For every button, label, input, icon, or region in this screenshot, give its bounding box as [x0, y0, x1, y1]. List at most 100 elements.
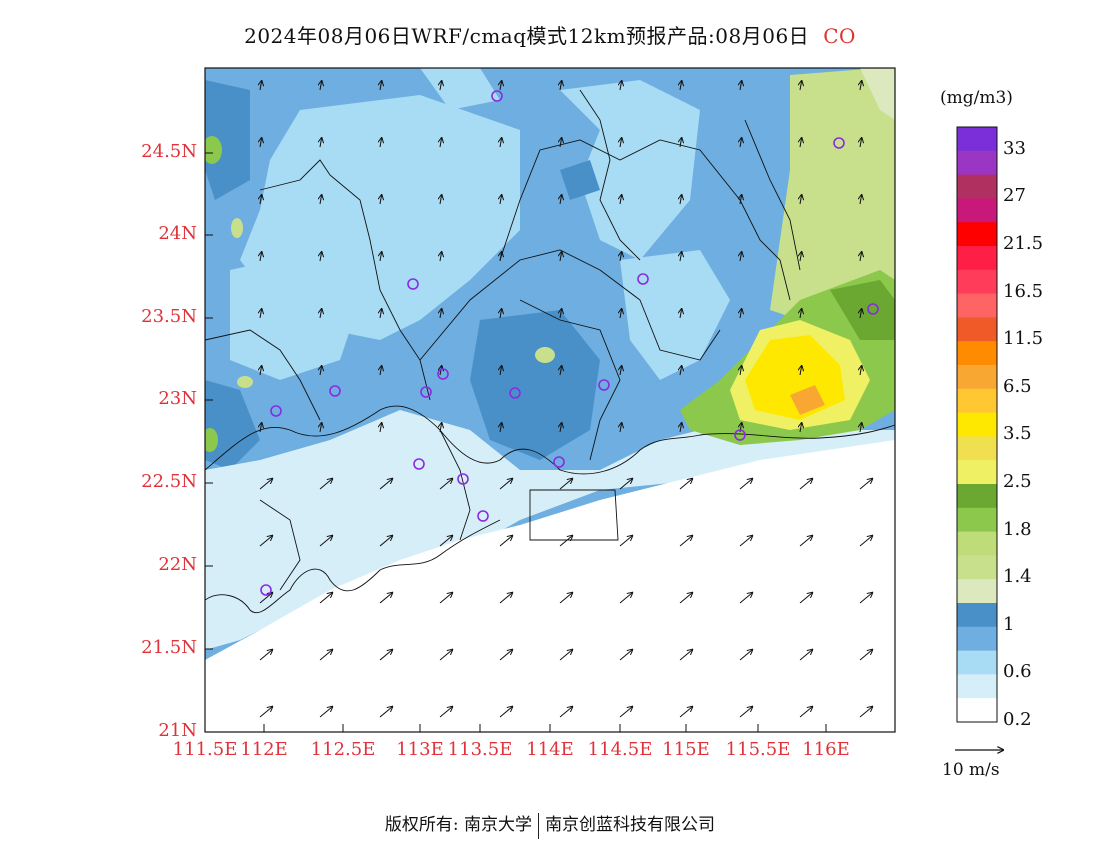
wind-arrow: [859, 650, 872, 661]
colorbar-swatch: [957, 698, 997, 723]
wind-arrow: [559, 650, 572, 661]
wind-arrow: [319, 650, 332, 661]
wind-arrow: [799, 479, 812, 490]
wind-arrow: [440, 366, 442, 376]
colorbar-swatch: [957, 626, 997, 652]
wind-arrow: [440, 81, 442, 91]
wind-arrow: [619, 707, 632, 718]
colorbar-tick-label: 16.5: [1003, 280, 1044, 302]
wind-arrow: [860, 366, 862, 376]
wind-arrow: [439, 479, 452, 490]
colorbar-swatch: [957, 127, 997, 152]
wind-arrow: [500, 138, 502, 148]
wind-vectors: [259, 81, 872, 718]
admin-boundaries: [205, 89, 895, 613]
wind-arrow: [380, 423, 382, 433]
wind-arrow: [739, 536, 752, 547]
wind-arrow: [260, 252, 262, 262]
colorbar-tick-label: 2.5: [1003, 471, 1032, 492]
wind-arrow: [260, 366, 262, 376]
x-tick-label: 113E: [396, 739, 444, 760]
reference-vector-label: 10 m/s: [942, 760, 1000, 780]
wind-arrow: [259, 536, 272, 547]
wind-arrow: [620, 195, 622, 205]
colorbar-tick-label: 1: [1003, 613, 1015, 635]
colorbar-swatch: [957, 388, 997, 414]
station-marker: [509, 387, 521, 399]
wind-arrow: [439, 536, 452, 547]
wind-arrow: [679, 593, 692, 604]
wind-arrow: [320, 138, 322, 148]
colorbar-tick-label: 3.5: [1003, 423, 1032, 445]
wind-arrow: [800, 81, 802, 91]
colorbar-tick-label: 11.5: [1003, 328, 1044, 350]
wind-arrow: [499, 593, 512, 604]
wind-arrow: [320, 423, 322, 433]
wind-arrow: [680, 309, 682, 319]
title-text: 2024年08月06日WRF/cmaq模式12km预报产品:08月06日: [244, 24, 810, 48]
wind-arrow: [800, 138, 802, 148]
colorbar-frame: [956, 126, 998, 723]
wind-arrow: [379, 650, 392, 661]
wind-arrow: [319, 707, 332, 718]
colorbar-tick-label: 21.5: [1003, 233, 1044, 254]
x-tick-label: 114.5E: [587, 739, 653, 760]
wind-arrow: [559, 707, 572, 718]
station-marker: [833, 137, 845, 149]
wind-arrow: [619, 479, 632, 490]
wind-arrow: [800, 423, 802, 433]
y-tick-label: 22.5N: [141, 471, 197, 492]
wind-arrow: [740, 309, 742, 319]
wind-arrow: [259, 650, 272, 661]
wind-arrow: [560, 81, 562, 91]
wind-arrow: [680, 366, 682, 376]
wind-arrow: [379, 536, 392, 547]
x-tick-label: 116E: [802, 739, 850, 760]
wind-arrow: [620, 252, 622, 262]
station-marker: [437, 368, 449, 380]
wind-arrow: [800, 366, 802, 376]
wind-arrow: [500, 252, 502, 262]
station-marker: [734, 429, 746, 441]
colorbar-swatch: [957, 579, 997, 604]
copyright-left: 版权所有: 南京大学: [384, 815, 533, 835]
station-marker: [477, 510, 489, 522]
colorbar-swatch: [957, 150, 997, 176]
colorbar-swatch: [957, 412, 997, 437]
colorbar-swatch: [957, 269, 997, 295]
wind-arrow: [499, 479, 512, 490]
wind-arrow: [320, 252, 322, 262]
wind-arrow: [740, 138, 742, 148]
wind-arrow: [679, 536, 692, 547]
station-marker: [491, 90, 503, 102]
station-marker: [598, 379, 610, 391]
y-tick-label: 21N: [158, 720, 197, 741]
wind-arrow: [799, 650, 812, 661]
station-marker: [457, 473, 469, 485]
wind-arrow: [800, 252, 802, 262]
station-marker: [270, 405, 282, 417]
wind-arrow: [260, 138, 262, 148]
colorbar-swatch: [957, 484, 997, 509]
colorbar-swatch: [957, 222, 997, 247]
wind-arrow: [380, 195, 382, 205]
wind-arrow: [260, 81, 262, 91]
colorbar-swatch: [957, 246, 997, 271]
wind-arrow: [320, 366, 322, 376]
wind-arrow: [320, 195, 322, 205]
wind-arrow: [799, 707, 812, 718]
footer: 版权所有: 南京大学 南京创蓝科技有限公司: [0, 810, 1100, 839]
x-tick-label: 112E: [240, 739, 288, 760]
wind-arrow: [380, 252, 382, 262]
station-marker: [413, 458, 425, 470]
wind-arrow: [259, 707, 272, 718]
wind-arrow: [440, 252, 442, 262]
colorbar-swatch: [957, 436, 997, 461]
wind-arrow: [620, 366, 622, 376]
wind-arrow: [620, 81, 622, 91]
wind-arrow: [319, 536, 332, 547]
wind-arrow: [560, 138, 562, 148]
wind-arrow: [739, 650, 752, 661]
wind-arrow: [619, 593, 632, 604]
